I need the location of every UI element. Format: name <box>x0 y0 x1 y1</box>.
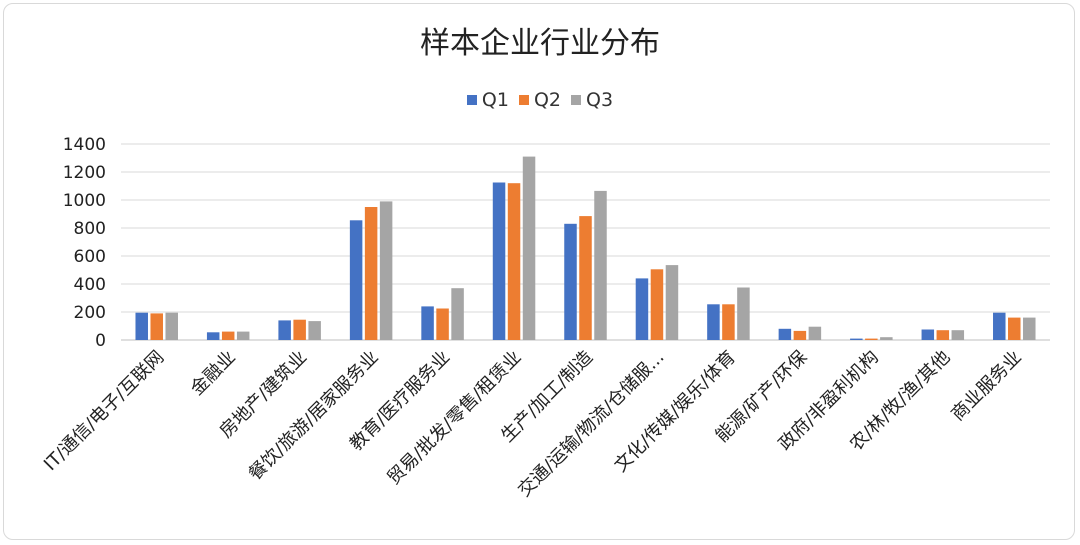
legend-item-q1: Q1 <box>466 89 509 111</box>
bar-q1 <box>921 329 935 340</box>
bar-q2 <box>936 330 950 340</box>
chart-legend: Q1 Q2 Q3 <box>0 89 1080 111</box>
bar-q1 <box>421 306 434 340</box>
bar-q1 <box>635 278 649 340</box>
bar-q2 <box>221 331 235 340</box>
bar-q3 <box>308 321 321 340</box>
bar-q3 <box>737 287 750 340</box>
bar-q3 <box>1023 317 1036 340</box>
bar-q1 <box>135 312 148 340</box>
bar-q2 <box>150 313 163 340</box>
y-tick-label: 400 <box>74 275 106 295</box>
bar-q1 <box>707 304 720 340</box>
bar-q3 <box>236 331 250 340</box>
bar-q1 <box>564 223 577 340</box>
category-label: 餐饮/旅游/居家服务业 <box>245 347 383 485</box>
bar-q1 <box>850 338 863 340</box>
legend-item-q2: Q2 <box>518 89 562 111</box>
bar-q3 <box>951 330 965 340</box>
bar-q1 <box>349 220 363 340</box>
chart-title: 样本企业行业分布 <box>420 26 660 61</box>
category-label: 文化/传媒/娱乐/体育 <box>610 347 740 477</box>
bar-q2 <box>436 308 449 340</box>
legend-swatch <box>571 95 582 105</box>
bar-q2 <box>1008 317 1021 340</box>
category-label: 金融业 <box>187 347 240 400</box>
bar-q3 <box>594 190 607 340</box>
bar-q3 <box>665 265 679 340</box>
bar-q3 <box>165 312 178 340</box>
bar-q2 <box>793 330 807 340</box>
y-tick-label: 1400 <box>63 135 106 155</box>
bar-q2 <box>507 183 521 340</box>
bar-q1 <box>278 320 291 340</box>
y-tick-label: 1000 <box>63 191 106 211</box>
bar-q3 <box>451 288 464 340</box>
bar-q2 <box>293 319 306 340</box>
legend-swatch <box>518 95 529 105</box>
category-label: 交通/运输/物流/仓储服... <box>514 347 668 501</box>
legend-label: Q3 <box>586 89 614 111</box>
bar-q2 <box>579 216 592 340</box>
bar-q2 <box>722 304 735 340</box>
bar-q1 <box>492 182 506 340</box>
category-label: IT/通信/电子/互联网 <box>40 347 168 475</box>
bar-q3 <box>522 156 536 340</box>
bar-q2 <box>865 338 878 340</box>
legend-label: Q2 <box>533 89 562 111</box>
y-tick-label: 0 <box>95 331 106 351</box>
y-tick-label: 1200 <box>63 163 106 183</box>
bar-q1 <box>206 332 220 340</box>
bar-q3 <box>808 326 822 340</box>
y-tick-label: 800 <box>74 219 106 239</box>
bar-q2 <box>364 207 378 340</box>
bar-q3 <box>880 337 893 340</box>
y-tick-label: 600 <box>74 247 106 267</box>
category-label: 贸易/批发/零售/租赁业 <box>383 347 525 489</box>
bar-q1 <box>778 328 792 340</box>
legend-item-q3: Q3 <box>571 89 613 111</box>
legend-swatch <box>466 95 477 105</box>
bar-q1 <box>993 312 1006 340</box>
bar-q2 <box>650 269 664 340</box>
category-label: 商业服务业 <box>947 347 1025 425</box>
y-tick-label: 200 <box>74 303 106 323</box>
bar-q3 <box>379 201 393 340</box>
legend-label: Q1 <box>481 89 509 111</box>
chart-frame <box>3 3 1075 540</box>
